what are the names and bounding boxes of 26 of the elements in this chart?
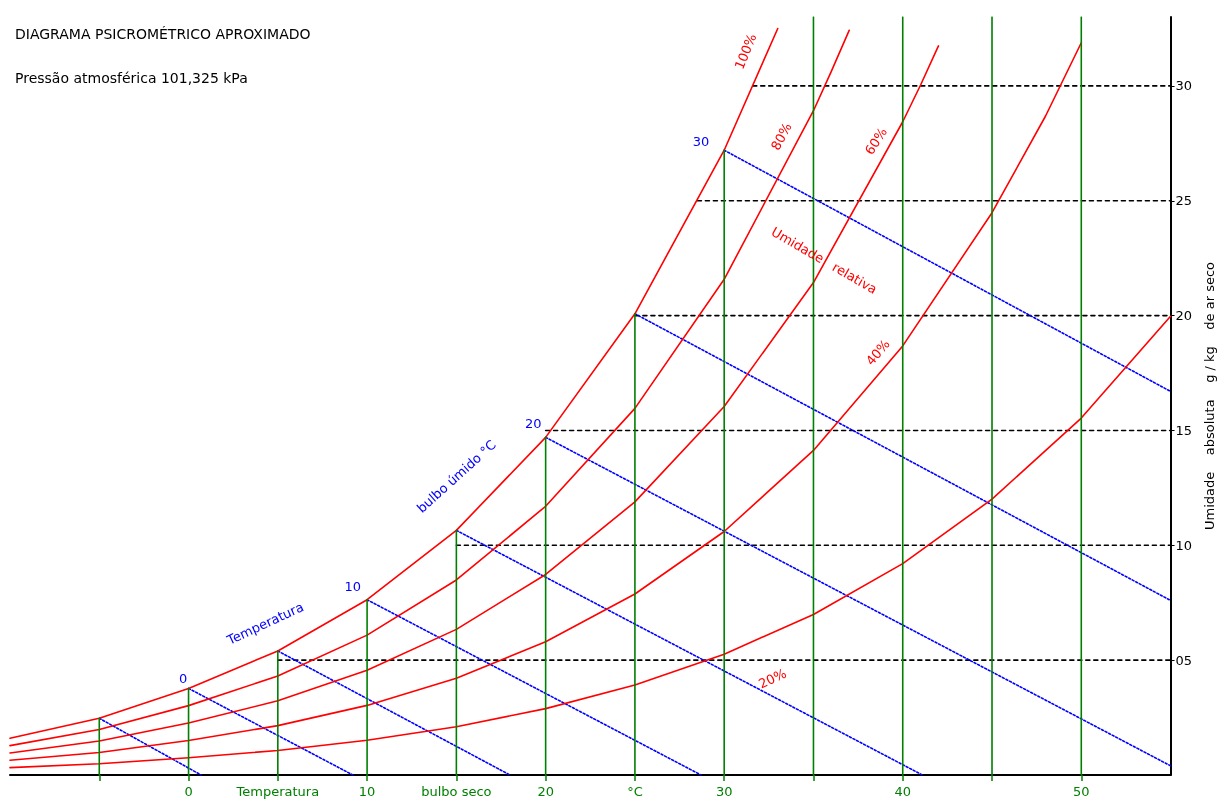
x-tick-label: bulbo seco	[421, 784, 492, 799]
y-tick-label: 25	[1175, 193, 1193, 209]
y-tick-label: 05	[1175, 652, 1193, 668]
y-tick-label: 30	[1175, 78, 1193, 94]
y-tick-label: 15	[1175, 422, 1193, 438]
annotation: 20	[524, 416, 542, 432]
x-tick-label: 0	[184, 784, 193, 799]
x-tick-label: °C	[627, 784, 643, 799]
y-tick-label: 20	[1175, 308, 1193, 324]
annotation: 30	[692, 133, 710, 149]
x-tick-label: 40	[894, 784, 912, 799]
x-tick-label: 50	[1073, 784, 1090, 799]
text: Pressão atmosférica 101,325 kPa	[15, 70, 248, 86]
y-axis-title: Umidade absoluta g / kg de ar seco	[1202, 261, 1217, 531]
annotation: 20%	[756, 665, 789, 692]
text: DIAGRAMA PSICROMÉTRICO APROXIMADO	[15, 26, 311, 42]
annotation: 100%	[731, 31, 760, 72]
annotation: 10	[344, 579, 362, 595]
x-tick-label: 20	[537, 784, 554, 799]
x-tick-label: Temperatura	[235, 784, 320, 799]
x-tick-label: 30	[715, 784, 733, 799]
annotation: 0	[179, 671, 188, 687]
line-series	[9, 315, 1172, 769]
y-tick-label: 10	[1175, 537, 1193, 553]
annotation: 80%	[767, 120, 795, 153]
x-tick-label: 10	[358, 784, 376, 799]
